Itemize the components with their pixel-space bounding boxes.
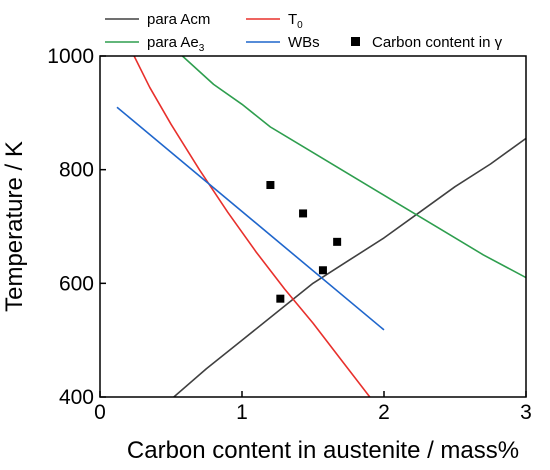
scatter-point-3	[318, 266, 327, 275]
legend: para Acm T0 para Ae3 WBs Carbon content in γ	[105, 11, 503, 54]
legend-item-1: T0	[246, 11, 303, 31]
y-tick-label: 800	[59, 159, 94, 182]
series-line-1	[133, 56, 371, 397]
legend-item-3: WBs	[246, 34, 320, 51]
x-axis-title: Carbon content in austenite / mass%	[127, 437, 519, 464]
legend-item-4: Carbon content in γ	[351, 34, 503, 51]
y-tick-label: 600	[59, 272, 94, 295]
x-tick-label: 2	[378, 401, 390, 424]
scatter-point-1	[299, 209, 308, 218]
legend-label: T0	[288, 11, 303, 31]
legend-label: WBs	[288, 34, 320, 51]
ticks-layer: 0 1 2 3 400 600 800 1000	[47, 45, 532, 424]
scatter-point-0	[266, 181, 275, 190]
x-tick-label: 1	[236, 401, 248, 424]
legend-item-2: para Ae3	[105, 34, 205, 54]
y-tick-label: 1000	[47, 45, 94, 68]
legend-label: para Ae3	[147, 34, 205, 54]
plot-frame	[99, 55, 527, 398]
scatter-point-4	[276, 294, 285, 303]
legend-label: para Acm	[147, 11, 210, 28]
scatter-point-2	[333, 237, 342, 246]
x-tick-label: 0	[94, 401, 106, 424]
series-line-0	[173, 137, 526, 397]
legend-item-0: para Acm	[105, 11, 210, 28]
legend-swatch	[351, 37, 360, 46]
series-line-3	[116, 106, 385, 331]
series-line-2	[181, 56, 526, 279]
x-tick-label: 3	[520, 401, 532, 424]
y-tick-label: 400	[59, 386, 94, 409]
series-layer	[116, 56, 526, 397]
legend-label: Carbon content in γ	[372, 34, 503, 51]
y-axis-title: Temperature / K	[1, 141, 28, 312]
